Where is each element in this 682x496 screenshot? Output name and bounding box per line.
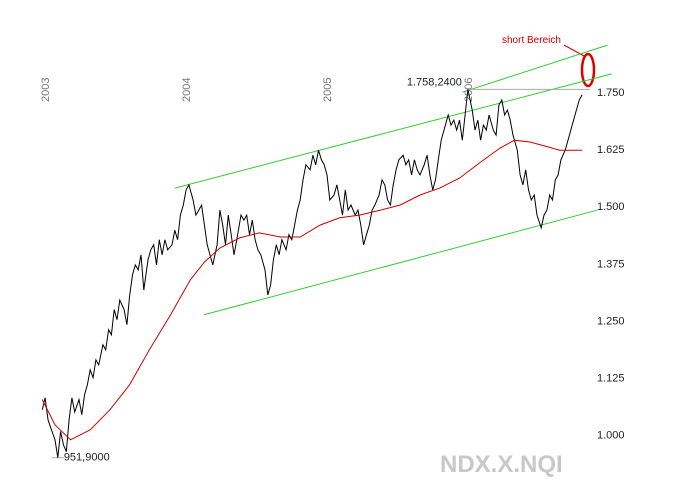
y-tick-label: 1.250 bbox=[597, 315, 625, 327]
watermark: NDX.X.NQI bbox=[440, 451, 563, 478]
trend-line bbox=[204, 209, 598, 316]
callout-arrow bbox=[563, 44, 585, 57]
y-tick-label: 1.500 bbox=[597, 201, 625, 213]
trend-line bbox=[174, 73, 612, 189]
price-line bbox=[41, 89, 583, 458]
callout-ellipse bbox=[580, 52, 596, 88]
annotation-label: 951,9000 bbox=[64, 452, 110, 464]
price-line bbox=[41, 139, 583, 441]
annotation-label: 1.758,2400 bbox=[407, 76, 462, 88]
x-tick-label: 2003 bbox=[40, 78, 52, 102]
callout-text: short Bereich bbox=[502, 35, 561, 46]
x-tick-label: 2005 bbox=[322, 78, 334, 102]
y-tick-label: 1.375 bbox=[597, 258, 625, 270]
y-tick-label: 1.625 bbox=[597, 144, 625, 156]
y-tick-label: 1.000 bbox=[597, 430, 625, 442]
x-tick-label: 2004 bbox=[181, 78, 193, 102]
y-tick-label: 1.750 bbox=[597, 87, 625, 99]
trend-line bbox=[462, 44, 608, 93]
y-tick-label: 1.125 bbox=[597, 373, 625, 385]
